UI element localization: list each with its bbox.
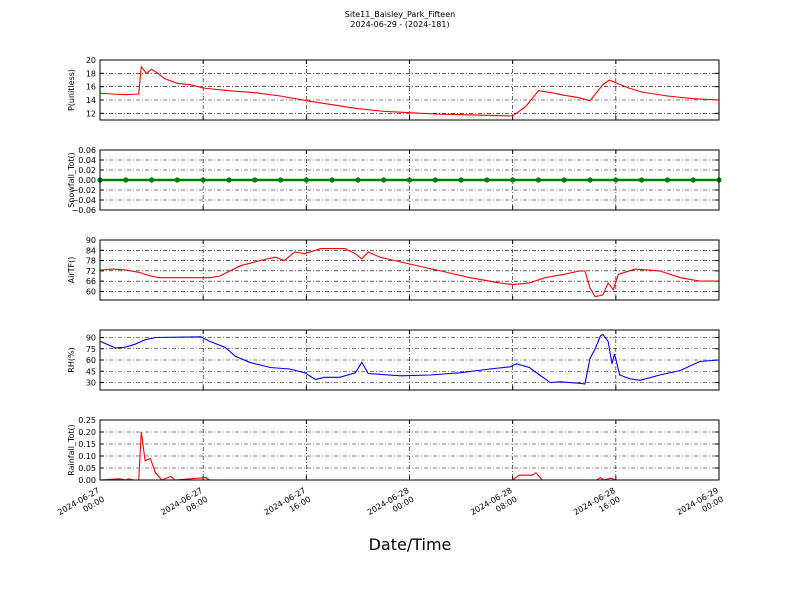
y-axis-label: Rainfall_Tot() [67, 424, 76, 476]
axes-frame [99, 239, 720, 301]
data-point [639, 177, 645, 183]
data-point [432, 177, 438, 183]
data-point [690, 177, 696, 183]
y-tick-label: 0.10 [78, 452, 96, 461]
y-tick-label: 90 [86, 334, 96, 343]
x-tick-label: 2024-06-28 00:00 [366, 486, 416, 526]
x-tick-label: 2024-06-27 08:00 [159, 486, 209, 526]
x-tick-label: 2024-06-27 00:00 [56, 486, 106, 526]
y-tick-label: 72 [86, 267, 96, 276]
y-tick-label: 18 [86, 69, 96, 78]
data-point [252, 177, 258, 183]
data-point [484, 177, 490, 183]
data-point [200, 177, 206, 183]
y-tick-label: 0.20 [78, 428, 96, 437]
data-point [381, 177, 387, 183]
data-point [148, 177, 155, 183]
y-tick-label: 12 [86, 109, 96, 118]
y-axis-label: P(unitless) [67, 69, 76, 111]
data-line [99, 248, 719, 298]
data-point [303, 177, 309, 183]
y-tick-label: 0.02 [78, 166, 96, 175]
y-tick-label: 0.06 [78, 146, 96, 155]
data-point [329, 177, 335, 183]
axes-frame [99, 149, 720, 211]
data-line [99, 65, 720, 117]
y-tick-label: 0.04 [78, 156, 96, 165]
y-tick-label: 60 [86, 356, 96, 365]
data-point [458, 177, 464, 183]
y-tick-label: 78 [86, 257, 96, 266]
axes-frame [99, 329, 720, 391]
y-tick-label: −0.06 [71, 206, 96, 215]
x-tick-label: 2024-06-28 08:00 [469, 486, 519, 526]
data-point [664, 177, 671, 183]
y-tick-label: 0.05 [78, 464, 96, 473]
y-tick-label: 0.00 [78, 176, 96, 185]
y-tick-label: 90 [86, 236, 96, 245]
y-tick-label: 30 [86, 379, 96, 388]
x-tick-label: 2024-06-29 00:00 [675, 486, 725, 526]
data-point [587, 177, 593, 183]
y-axis-label: Snowfall_Tot() [67, 152, 76, 208]
y-axis-label: AirTF() [67, 257, 76, 284]
data-point [123, 177, 129, 183]
y-tick-label: 14 [86, 96, 96, 105]
y-axis-label: RH(%) [67, 347, 76, 372]
data-point [226, 177, 232, 183]
axes-frame [99, 419, 720, 481]
y-tick-label: 0.00 [78, 476, 96, 485]
data-point [510, 177, 516, 183]
y-tick-label: 84 [86, 246, 96, 255]
y-tick-label: 75 [86, 345, 96, 354]
y-tick-label: 45 [86, 367, 96, 376]
data-point [613, 177, 619, 183]
y-tick-label: −0.04 [71, 196, 96, 205]
y-tick-label: 20 [86, 56, 96, 65]
y-tick-label: 66 [86, 277, 96, 286]
y-tick-label: 16 [86, 83, 96, 92]
data-point [174, 177, 180, 183]
y-tick-label: 0.15 [78, 440, 96, 449]
x-tick-label: 2024-06-28 16:00 [572, 486, 622, 526]
x-tick-label: 2024-06-27 16:00 [263, 486, 313, 526]
data-point [561, 177, 567, 183]
data-line [99, 333, 720, 385]
y-tick-label: 60 [86, 287, 96, 296]
y-tick-label: 0.25 [78, 416, 96, 425]
data-point [355, 177, 361, 183]
axes-frame [99, 59, 720, 121]
data-point [406, 177, 413, 183]
data-point [535, 177, 542, 183]
data-point [277, 177, 284, 183]
figure-title: Site11_Baisley_Park_Fifteen [345, 10, 455, 19]
figure-subtitle: 2024-06-29 - (2024-181) [350, 20, 449, 29]
x-axis-label: Date/Time [369, 535, 452, 554]
y-tick-label: −0.02 [71, 186, 96, 195]
